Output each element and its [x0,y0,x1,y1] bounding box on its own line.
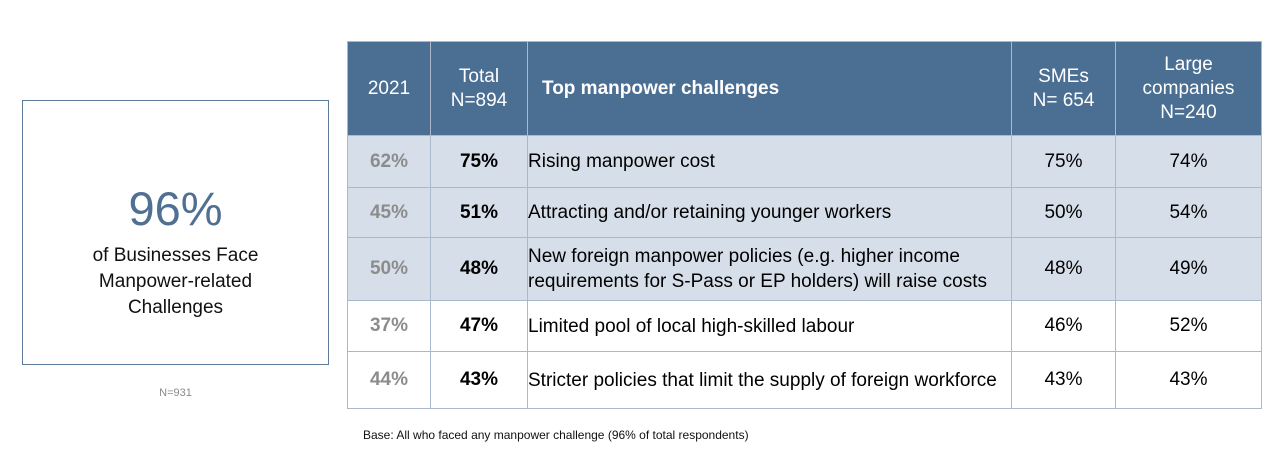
cell-smes: 50% [1011,187,1116,238]
cell-2021: 44% [347,351,431,409]
cell-total: 47% [430,300,528,352]
cell-smes: 43% [1011,351,1116,409]
cell-smes: 46% [1011,300,1116,352]
header-large-companies: Large companies N=240 [1115,41,1262,136]
cell-large: 49% [1115,237,1262,301]
cell-large: 74% [1115,135,1262,188]
cell-smes: 75% [1011,135,1116,188]
cell-challenge: Rising manpower cost [527,135,1012,188]
summary-stat-box: 96% of Businesses Face Manpower-related … [22,100,329,365]
cell-smes: 48% [1011,237,1116,301]
manpower-challenges-table: 2021 Total N=894 Top manpower challenges… [347,41,1262,409]
cell-total: 48% [430,237,528,301]
cell-challenge: Stricter policies that limit the supply … [527,351,1012,409]
cell-2021: 62% [347,135,431,188]
header-smes: SMEs N= 654 [1011,41,1116,136]
cell-2021: 45% [347,187,431,238]
base-footnote: Base: All who faced any manpower challen… [363,428,749,442]
header-total: Total N=894 [430,41,528,136]
cell-challenge: New foreign manpower policies (e.g. high… [527,237,1012,301]
stat-sample-size: N=931 [159,387,192,399]
cell-total: 75% [430,135,528,188]
stat-description: of Businesses Face Manpower-related Chal… [92,245,259,318]
table-row: 45% 51% Attracting and/or retaining youn… [347,187,1262,238]
stat-value: 96% [128,182,223,235]
table-row: 50% 48% New foreign manpower policies (e… [347,237,1262,301]
cell-large: 54% [1115,187,1262,238]
cell-2021: 50% [347,237,431,301]
table-row: 37% 47% Limited pool of local high-skill… [347,300,1262,352]
cell-total: 51% [430,187,528,238]
cell-large: 52% [1115,300,1262,352]
cell-total: 43% [430,351,528,409]
cell-2021: 37% [347,300,431,352]
table-row: 62% 75% Rising manpower cost 75% 74% [347,135,1262,188]
header-challenges: Top manpower challenges [527,41,1012,136]
cell-large: 43% [1115,351,1262,409]
cell-challenge: Limited pool of local high-skilled labou… [527,300,1012,352]
header-2021: 2021 [347,41,431,136]
table-row: 44% 43% Stricter policies that limit the… [347,351,1262,409]
table-header-row: 2021 Total N=894 Top manpower challenges… [347,41,1262,136]
cell-challenge: Attracting and/or retaining younger work… [527,187,1012,238]
